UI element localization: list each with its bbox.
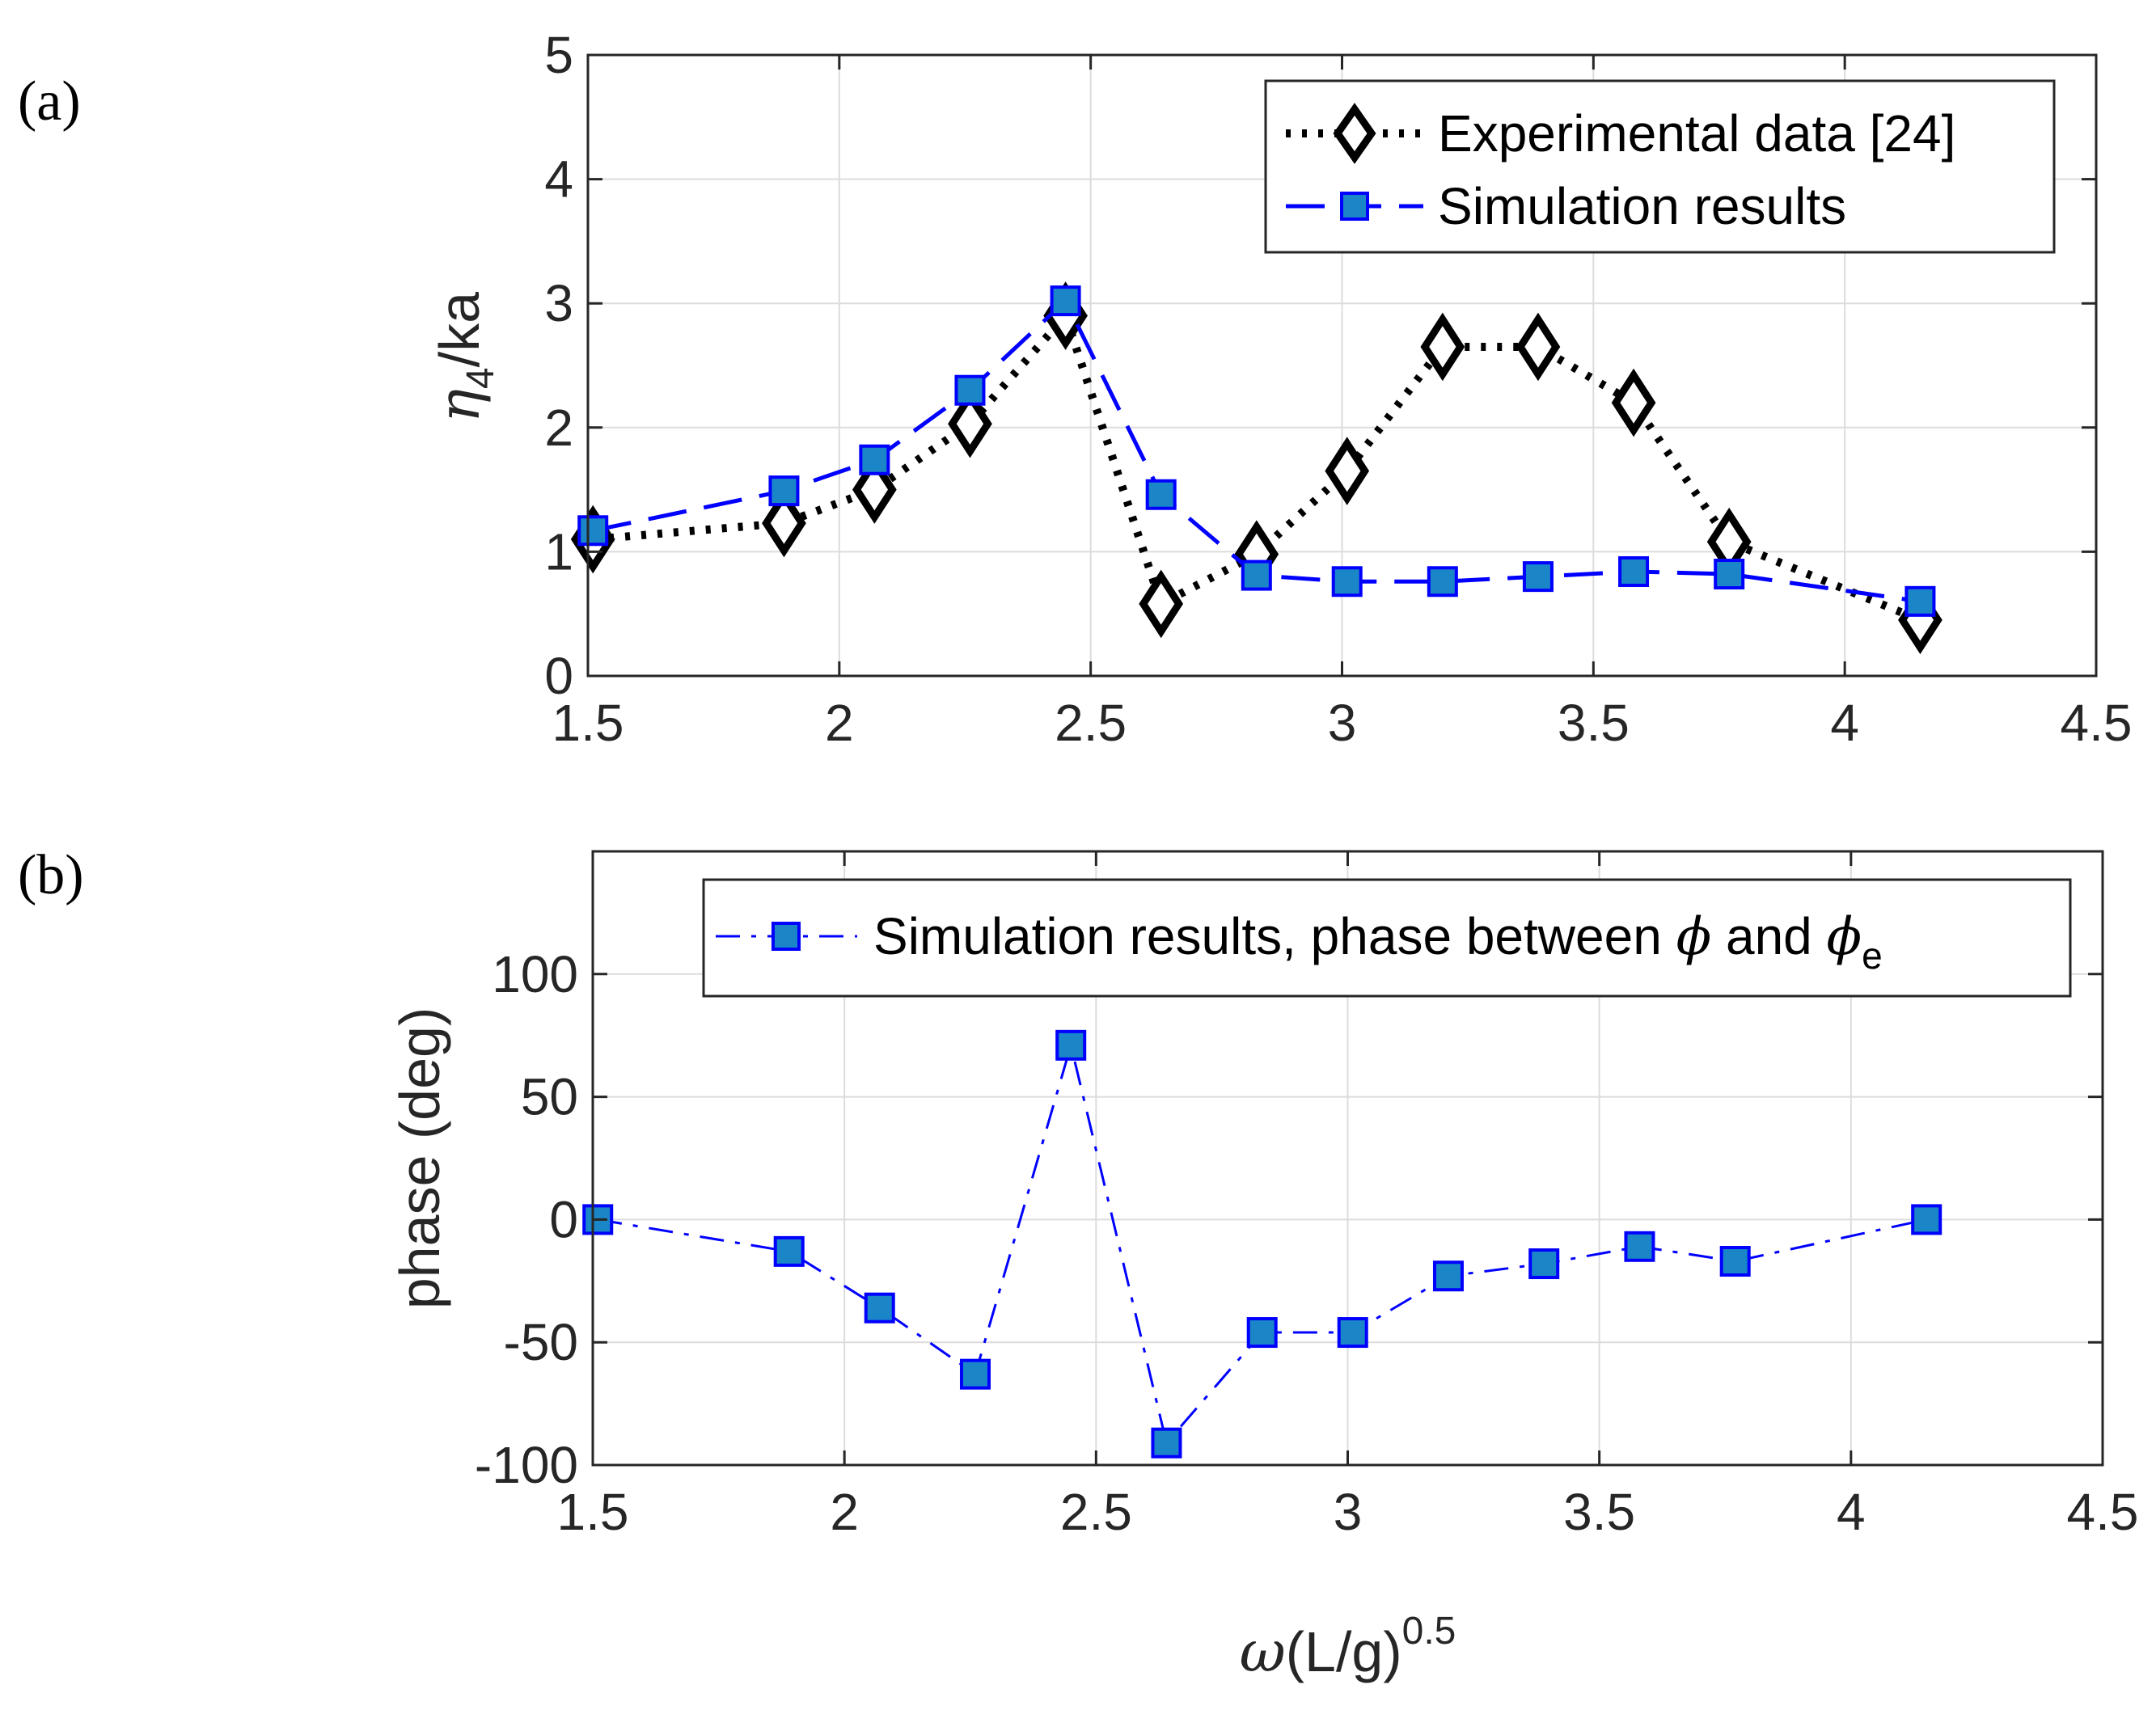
panel-b-series-0-point xyxy=(864,1292,895,1324)
panel-b-ytick-label: -50 xyxy=(504,1313,579,1371)
panel-b-xtick-label: 2 xyxy=(830,1483,859,1541)
panel-b-ytick-label: 50 xyxy=(521,1068,578,1126)
legend-b-and: and xyxy=(1711,907,1826,965)
panel-a-series-1-point xyxy=(577,515,609,547)
panel-a-xtick-label: 3.5 xyxy=(1558,694,1630,752)
panel-b-chart: 1.5 2 2.5 3 3.5 4 4.5 -100 -50 0 50 100 phase (deg) ω… xyxy=(388,850,2139,1685)
panel-b-series-0-point xyxy=(1624,1231,1655,1262)
ylabel-subscript: 4 xyxy=(459,367,502,389)
panel-a-xtick-label: 4.5 xyxy=(2061,694,2133,752)
panel-a-series-1-point xyxy=(1618,555,1650,587)
panel-a-xtick-label: 4 xyxy=(1830,694,1859,752)
panel-a-ytick-label: 3 xyxy=(544,274,573,332)
panel-b-xtick-label: 3 xyxy=(1334,1483,1363,1541)
panel-a-series-1-point xyxy=(1145,479,1177,510)
panel-a-legend: Experimental data [24] Simulation results xyxy=(1264,79,2056,254)
legend-b-text: Simulation results, phase between xyxy=(873,907,1676,965)
panel-a-series-1-point xyxy=(859,444,890,475)
panel-label-b: (b) xyxy=(18,844,84,906)
panel-a-series-1-point xyxy=(1241,559,1272,591)
panel-b-series-0-point xyxy=(959,1358,991,1390)
panel-b-series-0-point xyxy=(773,1235,805,1267)
panel-a-series-1-point xyxy=(1904,585,1936,617)
ylabel-suffix: /ka xyxy=(428,292,491,367)
legend-b-subscript: e xyxy=(1862,935,1883,977)
panel-a-series-0-point xyxy=(762,488,806,558)
panel-b-ytick-label: 100 xyxy=(492,945,578,1003)
panel-a-ytick-label: 5 xyxy=(544,26,573,84)
panel-b-series-0-point xyxy=(1911,1204,1943,1235)
panel-b-xtick-label: 3.5 xyxy=(1563,1483,1635,1541)
panel-a-ytick-label: 2 xyxy=(544,399,573,457)
legend-0-label: Experimental data [24] xyxy=(1438,104,1955,163)
panel-b-series-0-point xyxy=(1528,1248,1560,1280)
legend-b-phi: ϕ xyxy=(1676,907,1712,967)
panel-a-series-1-point xyxy=(1427,566,1458,597)
panel-b-axes: 1.5 2 2.5 3 3.5 4 4.5 -100 -50 0 50 100 phase (deg) ω… xyxy=(388,850,2139,1685)
panel-a-xtick-label: 1.5 xyxy=(552,694,624,752)
panel-b-legend: Simulation results, phase between ϕ and … xyxy=(702,878,2072,998)
legend-1-label: Simulation results xyxy=(1438,177,1846,235)
legend-1-marker xyxy=(1340,192,1369,221)
panel-a-series-1-point xyxy=(954,374,986,406)
panel-a-series-0-point xyxy=(852,455,897,524)
panel-a-series-1-point xyxy=(1714,559,1745,590)
panel-a-series-0-point xyxy=(1516,312,1561,382)
panel-b-xtick-label: 2.5 xyxy=(1060,1483,1132,1541)
xlabel-omega-symbol: ω xyxy=(1240,1619,1286,1685)
panel-a-series-1-point xyxy=(768,475,800,507)
panel-b-series-0-point xyxy=(1055,1029,1087,1061)
panel-a-xtick-label: 2 xyxy=(825,694,854,752)
panel-b-ylabel: phase (deg) xyxy=(388,1007,451,1310)
panel-b-xtick-label: 1.5 xyxy=(557,1483,629,1541)
panel-a-ytick-label: 4 xyxy=(544,150,573,209)
panel-a-series-0-point xyxy=(948,389,992,458)
ylabel-eta-symbol: η xyxy=(426,389,492,423)
legend-b-phi-e: ϕ xyxy=(1827,907,1862,967)
panel-b-series-0-point xyxy=(1432,1260,1464,1292)
panel-a-legend-box xyxy=(1264,79,2056,254)
xlabel-text: (L/g) xyxy=(1286,1620,1402,1683)
panel-b-series-0-point xyxy=(1246,1317,1278,1349)
panel-b-xlabel: ω(L/g)0.5 xyxy=(1240,1610,1456,1685)
panel-a-series-1-point xyxy=(1331,566,1363,597)
panel-b-ytick-label: 0 xyxy=(549,1190,578,1248)
panel-label-a: (a) xyxy=(18,70,81,133)
panel-a-ytick-label: 1 xyxy=(544,522,573,581)
panel-a-series-1-point xyxy=(1522,561,1554,593)
panel-a-series xyxy=(570,281,1943,655)
panel-a-xtick-label: 2.5 xyxy=(1055,694,1127,752)
panel-a-series-0-point xyxy=(1611,368,1656,437)
panel-b-series-0-point xyxy=(1151,1427,1182,1459)
panel-b-legend-box xyxy=(702,878,2072,998)
panel-b-series-0-point xyxy=(1719,1246,1751,1277)
panel-a-ylabel: η4/ka xyxy=(426,292,502,423)
xlabel-superscript: 0.5 xyxy=(1402,1610,1456,1653)
legend-b-marker xyxy=(772,922,801,951)
legend-0-marker xyxy=(1333,103,1376,164)
panel-b-xtick-label: 4.5 xyxy=(2067,1483,2139,1541)
panel-a-series-0-point xyxy=(1420,312,1465,382)
panel-a-ytick-label: 0 xyxy=(544,647,573,705)
panel-b-ytick-label: -100 xyxy=(475,1436,578,1494)
panel-a-series-0-point xyxy=(1325,437,1370,505)
panel-b-series-0-point xyxy=(1337,1317,1368,1349)
legend-b-label: Simulation results, phase between ϕ and … xyxy=(873,907,1883,977)
panel-a-series-0-point xyxy=(1139,569,1184,639)
panel-a-series-1-point xyxy=(1050,285,1081,317)
panel-b-xtick-label: 4 xyxy=(1837,1483,1866,1541)
panel-a-xtick-label: 3 xyxy=(1328,694,1357,752)
